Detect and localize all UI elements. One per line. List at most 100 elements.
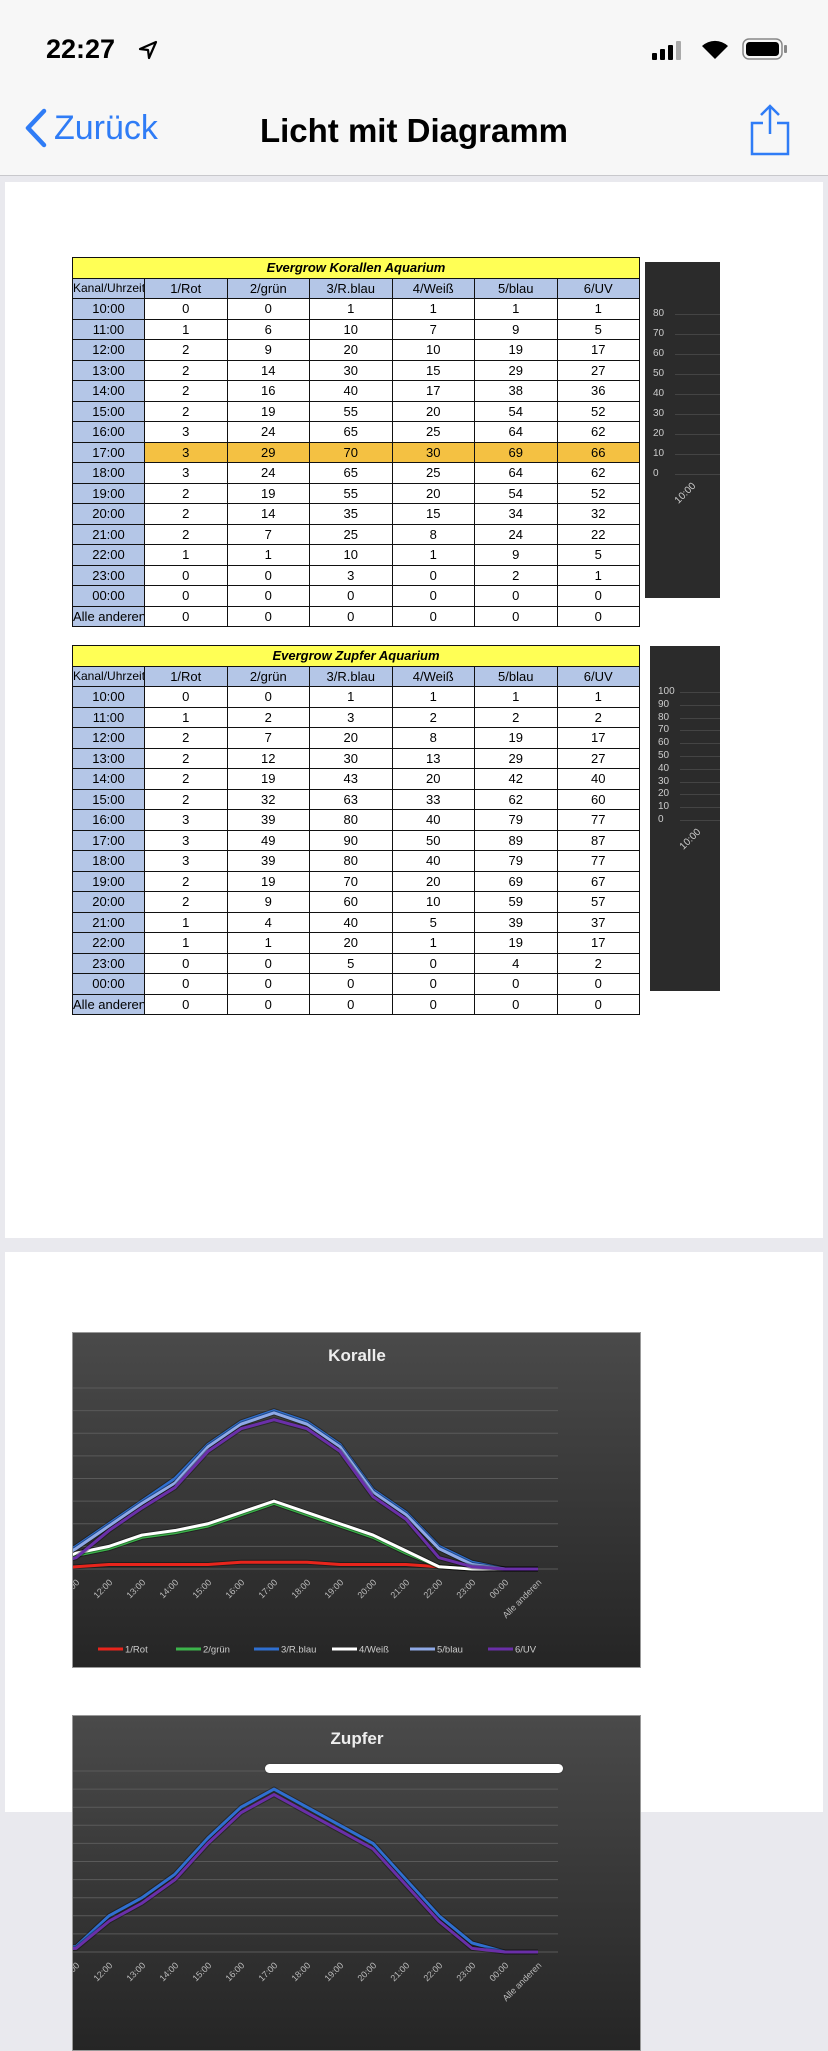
value-cell: 10	[309, 318, 393, 340]
time-cell: 00:00	[72, 585, 145, 607]
table-row: 12:00 2 9 20 10 19 17	[72, 339, 640, 361]
table-row: 22:00 1 1 10 1 9 5	[72, 544, 640, 566]
value-cell: 4	[474, 952, 558, 974]
time-cell: 20:00	[72, 891, 145, 913]
table-row: 11:00 1 6 10 7 9 5	[72, 318, 640, 340]
value-cell: 9	[226, 339, 310, 361]
time-cell: 17:00	[72, 829, 145, 851]
value-cell: 19	[474, 339, 558, 361]
value-cell: 0	[226, 564, 310, 586]
gridline	[675, 414, 720, 415]
table-row: 21:00 2 7 25 8 24 22	[72, 523, 640, 545]
value-cell: 40	[391, 850, 475, 872]
value-cell: 1	[226, 544, 310, 566]
value-cell: 0	[144, 686, 228, 708]
time-cell: Alle anderen	[72, 993, 145, 1015]
value-cell: 0	[391, 993, 475, 1015]
x-tick-label: 00:00	[487, 1960, 510, 1983]
value-cell: 0	[144, 564, 228, 586]
value-cell: 38	[474, 380, 558, 402]
x-tick-label: 16:00	[223, 1577, 246, 1600]
home-indicator[interactable]	[265, 1764, 563, 1773]
value-cell: 2	[144, 359, 228, 381]
page-title: Licht mit Diagramm	[259, 112, 569, 149]
value-cell: 2	[144, 523, 228, 545]
value-cell: 77	[556, 809, 640, 831]
value-cell: 35	[309, 503, 393, 525]
value-cell: 2	[556, 706, 640, 728]
x-tick-label: 12:00	[91, 1577, 114, 1600]
x-tick-label: 22:00	[421, 1577, 444, 1600]
time-cell: 12:00	[72, 727, 145, 749]
column-header: 2/grün	[226, 277, 310, 299]
value-cell: 3	[144, 809, 228, 831]
value-cell: 3	[144, 462, 228, 484]
value-cell: 20	[309, 727, 393, 749]
clock: 22:27	[46, 34, 116, 64]
location-arrow-icon	[138, 40, 158, 60]
x-tick-label: 17:00	[256, 1960, 279, 1983]
value-cell: 17	[556, 932, 640, 954]
value-cell: 9	[474, 544, 558, 566]
time-cell: 14:00	[72, 380, 145, 402]
y-tick-label: 0	[653, 468, 659, 479]
value-cell: 20	[391, 400, 475, 422]
table-row: 20:00 2 14 35 15 34 32	[72, 503, 640, 525]
x-tick-label: 15:00	[190, 1577, 213, 1600]
value-cell: 32	[226, 788, 310, 810]
value-cell: 89	[474, 829, 558, 851]
value-cell: 63	[309, 788, 393, 810]
value-cell: 0	[226, 605, 310, 627]
value-cell: 0	[309, 973, 393, 995]
value-cell: 0	[144, 952, 228, 974]
time-cell: 10:00	[72, 298, 145, 320]
back-button[interactable]: Zurück	[24, 108, 158, 148]
value-cell: 7	[226, 727, 310, 749]
gridline	[680, 756, 720, 757]
value-cell: 62	[556, 462, 640, 484]
x-tick-label: 17:00	[256, 1577, 279, 1600]
legend-label: 2/grün	[203, 1645, 230, 1656]
battery-icon	[742, 38, 787, 60]
time-cell: 18:00	[72, 850, 145, 872]
time-cell: 11:00	[72, 706, 145, 728]
value-cell: 5	[391, 911, 475, 933]
table-row: 00:00 0 0 0 0 0 0	[72, 585, 640, 607]
column-header: 1/Rot	[144, 277, 228, 299]
value-cell: 42	[474, 768, 558, 790]
value-cell: 0	[226, 993, 310, 1015]
time-cell: 14:00	[72, 768, 145, 790]
value-cell: 1	[144, 911, 228, 933]
table-row: 23:00 0 0 3 0 2 1	[72, 564, 640, 586]
value-cell: 65	[309, 462, 393, 484]
column-header: 3/R.blau	[309, 277, 393, 299]
time-cell: 13:00	[72, 747, 145, 769]
navigation-bar: Zurück Licht mit Diagramm	[0, 90, 828, 176]
value-cell: 1	[556, 686, 640, 708]
table-row: 17:00 3 49 90 50 89 87	[72, 829, 640, 851]
series-shadow	[73, 1407, 538, 1572]
table-row: 16:00 3 24 65 25 64 62	[72, 421, 640, 443]
value-cell: 3	[144, 850, 228, 872]
value-cell: 27	[556, 359, 640, 381]
value-cell: 1	[144, 932, 228, 954]
value-cell: 60	[556, 788, 640, 810]
value-cell: 0	[474, 605, 558, 627]
table-row: 20:00 2 9 60 10 59 57	[72, 891, 640, 913]
value-cell: 0	[226, 686, 310, 708]
value-cell: 2	[226, 706, 310, 728]
x-tick-label: 20:00	[355, 1577, 378, 1600]
series-line-5/blau	[73, 1411, 538, 1571]
gridline	[675, 434, 720, 435]
value-cell: 0	[144, 585, 228, 607]
value-cell: 17	[556, 727, 640, 749]
gridline	[680, 692, 720, 693]
value-cell: 1	[309, 298, 393, 320]
share-icon[interactable]	[750, 104, 790, 156]
value-cell: 0	[556, 585, 640, 607]
value-cell: 0	[144, 973, 228, 995]
series-line-3/R.blau	[73, 1409, 538, 1571]
koralle-chart: Koralle10:0011:0012:0013:0014:0015:0016:…	[72, 1332, 641, 1668]
value-cell: 40	[309, 911, 393, 933]
chart-title: Zupfer	[331, 1729, 384, 1748]
